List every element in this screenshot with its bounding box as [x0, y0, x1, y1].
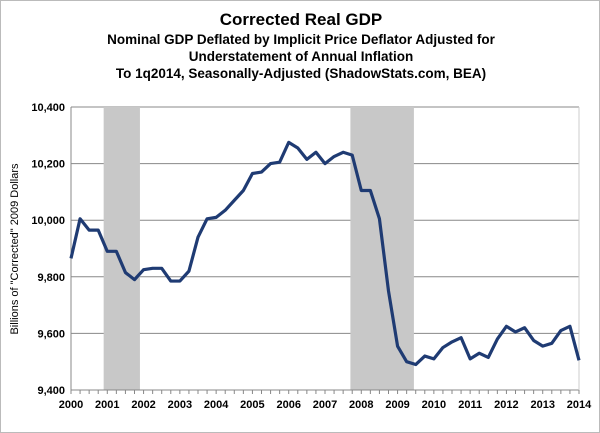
x-tick-label: 2003: [168, 399, 192, 411]
y-axis-label: Billions of "Corrected" 2009 Dollars: [9, 163, 21, 335]
x-tick-label: 2009: [385, 399, 409, 411]
y-tick-label: 9,600: [37, 328, 65, 340]
y-tick-label: 10,200: [31, 159, 65, 171]
x-tick-label: 2001: [95, 399, 119, 411]
x-tick-label: 2002: [131, 399, 155, 411]
recession-band: [103, 107, 140, 390]
x-tick-label: 2010: [422, 399, 446, 411]
y-tick-label: 9,400: [37, 385, 65, 397]
y-tick-label: 9,800: [37, 272, 65, 284]
x-tick-label: 2000: [59, 399, 83, 411]
x-tick-label: 2013: [530, 399, 554, 411]
x-tick-label: 2011: [458, 399, 482, 411]
x-tick-label: 2014: [567, 399, 592, 411]
y-tick-label: 10,000: [31, 215, 65, 227]
x-tick-label: 2005: [240, 399, 264, 411]
x-tick-label: 2004: [204, 399, 229, 411]
x-tick-label: 2008: [349, 399, 373, 411]
x-tick-label: 2007: [313, 399, 337, 411]
chart-subtitle-3: To 1q2014, Seasonally-Adjusted (ShadowSt…: [116, 66, 486, 81]
x-tick-label: 2012: [494, 399, 518, 411]
y-tick-label: 10,400: [31, 102, 65, 114]
chart-subtitle-2: Understatement of Annual Inflation: [189, 49, 414, 64]
chart-subtitle-1: Nominal GDP Deflated by Implicit Price D…: [107, 32, 496, 47]
gdp-series-line: [69, 140, 581, 367]
chart-title: Corrected Real GDP: [220, 10, 383, 29]
x-tick-label: 2006: [276, 399, 300, 411]
